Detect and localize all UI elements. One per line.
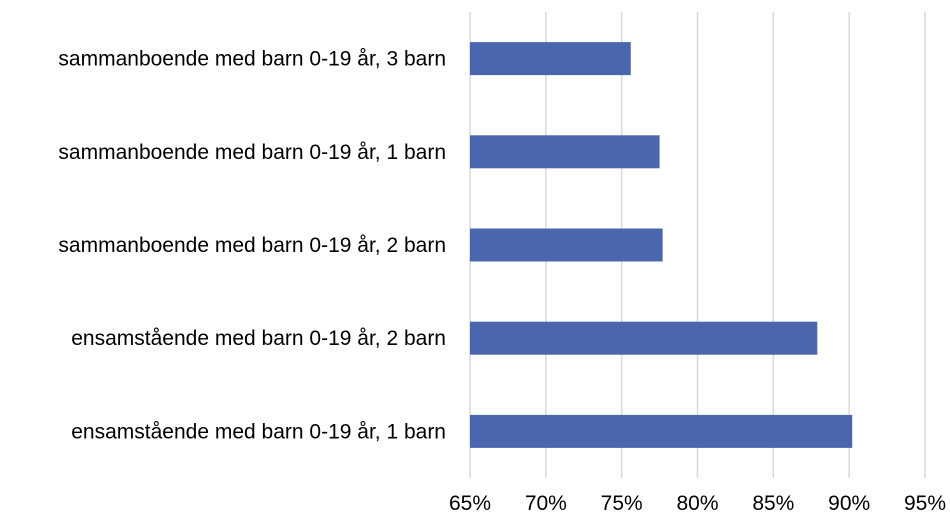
x-tick-label: 95% (904, 492, 946, 515)
bar (470, 42, 631, 76)
bar (470, 135, 660, 169)
bar (470, 321, 818, 355)
x-tick-label: 85% (752, 492, 794, 515)
category-labels: sammanboende med barn 0-19 år, 3 barn sam… (58, 48, 446, 444)
category-label: ensamstående med barn 0-19 år, 1 barn (71, 420, 446, 443)
x-tick-label: 70% (525, 492, 567, 515)
x-axis-tick-labels: 65% 70% 75% 80% 85% 90% 95% (449, 492, 946, 515)
bar (470, 228, 663, 262)
category-label: ensamstående med barn 0-19 år, 2 barn (71, 327, 446, 350)
category-label: sammanboende med barn 0-19 år, 3 barn (58, 48, 446, 71)
bar (470, 414, 853, 448)
x-tick-label: 75% (601, 492, 643, 515)
category-label: sammanboende med barn 0-19 år, 2 barn (58, 234, 446, 257)
x-tick-label: 90% (828, 492, 870, 515)
bars (470, 42, 853, 448)
x-tick-label: 80% (676, 492, 718, 515)
category-label: sammanboende med barn 0-19 år, 1 barn (58, 141, 446, 164)
x-tick-label: 65% (449, 492, 491, 515)
